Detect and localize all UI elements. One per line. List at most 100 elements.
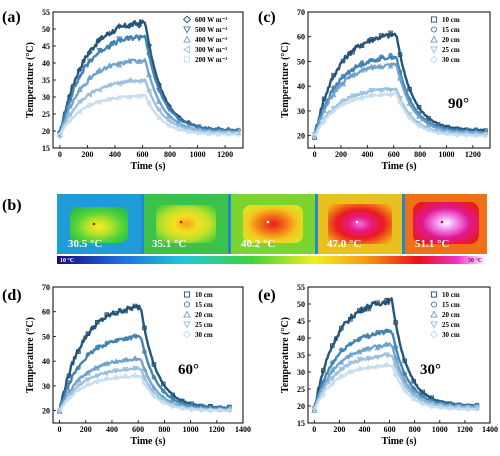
data-point xyxy=(378,91,385,98)
x-tick-label: 400 xyxy=(361,150,373,159)
data-point xyxy=(76,349,81,355)
legend-marker xyxy=(183,291,191,298)
data-point xyxy=(161,388,166,394)
data-point xyxy=(375,300,380,306)
data-point xyxy=(416,113,422,119)
y-tick-label: 20 xyxy=(297,402,305,411)
data-point xyxy=(359,43,365,49)
data-point xyxy=(402,358,407,363)
series-5 xyxy=(56,372,233,414)
data-point xyxy=(368,91,375,98)
data-point xyxy=(383,341,390,347)
data-point xyxy=(206,131,211,137)
data-point xyxy=(156,87,162,94)
data-point xyxy=(185,122,192,128)
data-point xyxy=(463,132,470,139)
data-point xyxy=(454,131,461,138)
data-point xyxy=(132,365,138,372)
data-point xyxy=(166,112,172,118)
legend-marker xyxy=(430,26,438,33)
data-point xyxy=(359,60,365,65)
legend-entry: 20 cm xyxy=(195,311,213,319)
y-tick-label: 40 xyxy=(42,357,50,366)
legend-marker xyxy=(183,321,191,329)
data-point xyxy=(176,126,182,132)
data-point xyxy=(350,67,355,73)
data-point xyxy=(435,129,442,136)
legend-marker xyxy=(182,15,192,24)
data-point xyxy=(340,101,347,108)
y-axis-label: Temperature (°C) xyxy=(25,42,36,118)
data-point xyxy=(117,95,122,101)
thermal-temp-label-2: 35.1 °C xyxy=(152,238,186,250)
data-point xyxy=(175,116,182,123)
legend-marker xyxy=(182,330,192,339)
data-point xyxy=(106,81,112,88)
data-point xyxy=(338,372,345,379)
legend-entry: 20 cm xyxy=(442,36,460,44)
thermal-images: 30.5 °C 35.1 °C 40.2 °C 47.0 °C 51.1 °C xyxy=(57,194,487,264)
legend-entry: 30 cm xyxy=(195,331,213,339)
data-point xyxy=(76,66,83,73)
legend-entry: 10 cm xyxy=(195,291,213,299)
data-point xyxy=(392,363,399,370)
y-tick-label: 55 xyxy=(42,8,50,17)
y-tick-label: 70 xyxy=(297,8,305,17)
data-point xyxy=(142,325,147,331)
data-point xyxy=(146,101,152,106)
data-point xyxy=(97,99,102,105)
data-point xyxy=(66,99,73,105)
data-point xyxy=(330,91,337,98)
data-point xyxy=(66,111,73,118)
data-point xyxy=(76,365,81,371)
data-point xyxy=(420,389,425,395)
data-point xyxy=(330,107,337,114)
data-point xyxy=(67,117,73,123)
y-tick-label: 70 xyxy=(42,283,50,292)
data-point xyxy=(416,105,422,110)
data-point xyxy=(141,380,148,386)
data-point xyxy=(106,44,113,51)
data-point xyxy=(94,365,101,371)
thermal-temp-label-4: 47.0 °C xyxy=(327,238,361,250)
data-point xyxy=(368,88,375,94)
data-point xyxy=(113,358,120,364)
data-point xyxy=(113,374,120,381)
y-tick-label: 25 xyxy=(42,110,50,119)
data-point xyxy=(347,368,354,375)
chart-panel-a: 0 200 400 600 800 1000 1200 15 20 25 30 35 40 45 50 55 T… xyxy=(25,8,244,172)
data-point xyxy=(96,86,102,93)
data-point xyxy=(132,355,138,361)
thermal-image-5: 51.1 °C xyxy=(405,194,487,254)
legend-marker xyxy=(430,35,438,43)
y-tick-label: 50 xyxy=(297,300,305,309)
chart-panel-c: 0 200 400 600 800 1000 1200 20 30 40 50 60 70 Time (s… xyxy=(280,8,491,172)
data-point xyxy=(151,375,157,380)
data-point xyxy=(86,49,93,56)
data-point xyxy=(329,376,336,382)
data-point xyxy=(96,66,103,73)
data-point xyxy=(406,114,413,121)
data-point xyxy=(348,341,353,347)
x-axis-label: Time (s) xyxy=(130,161,165,172)
legend-entry: 15 cm xyxy=(442,26,460,34)
x-tick-label: 1400 xyxy=(235,425,251,434)
x-tick-label: 0 xyxy=(58,150,62,159)
data-point xyxy=(387,91,394,98)
data-point xyxy=(195,127,201,134)
data-point xyxy=(126,77,132,84)
data-point xyxy=(196,130,201,136)
thermal-temp-label-3: 40.2 °C xyxy=(241,238,275,250)
series-1 xyxy=(312,30,488,140)
data-point xyxy=(407,87,412,92)
data-point xyxy=(365,356,372,362)
data-point xyxy=(321,107,328,113)
data-point xyxy=(387,63,394,69)
y-tick-label: 30 xyxy=(42,93,50,102)
legend-entry: 30 cm xyxy=(442,331,460,339)
data-point xyxy=(419,398,426,404)
data-point xyxy=(66,395,72,402)
x-tick-label: 600 xyxy=(388,150,400,159)
y-tick-label: 45 xyxy=(42,42,50,51)
thermal-image-1: 30.5 °C xyxy=(57,194,141,254)
